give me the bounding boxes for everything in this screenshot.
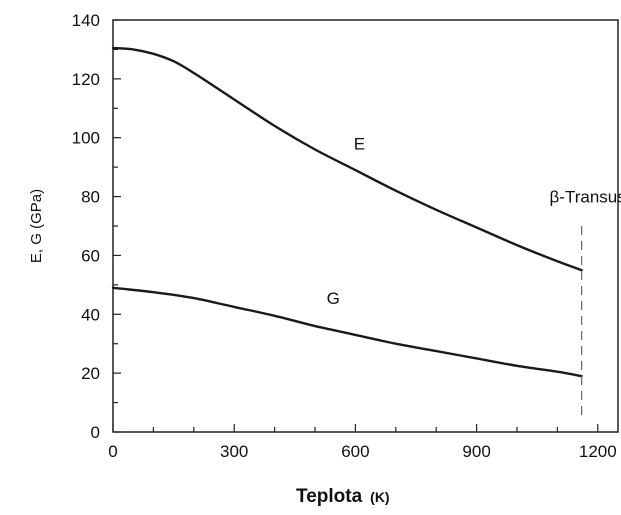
chart-labels: E Gβ-Transus — [327, 134, 621, 308]
x-tick-label: 0 — [108, 442, 117, 461]
beta-transus-label: β-Transus — [550, 187, 621, 206]
y-tick-label: 120 — [72, 70, 100, 89]
x-tick-label: 900 — [462, 442, 490, 461]
y-tick-label: 20 — [81, 364, 100, 383]
y-tick-label: 40 — [81, 305, 100, 324]
x-axis-unit: (K) — [370, 489, 389, 505]
series-lines — [111, 46, 583, 418]
y-tick-label: 100 — [72, 129, 100, 148]
axis-ticks: 0 300 600 900 1200 0 20 40 60 80 100 120 140 — [72, 11, 617, 461]
x-tick-label: 1200 — [579, 442, 617, 461]
x-tick-label: 300 — [220, 442, 248, 461]
y-tick-label: 0 — [91, 423, 100, 442]
x-axis-title: Teplota (K) — [296, 486, 390, 507]
y-tick-label: 60 — [81, 246, 100, 265]
y-tick-label: 140 — [72, 11, 100, 30]
x-axis-title-text: Teplota — [296, 486, 363, 507]
y-axis-title: E, G (GPa) — [28, 189, 45, 263]
x-tick-label: 600 — [341, 442, 369, 461]
series-line-e — [111, 46, 583, 272]
y-tick-label: 80 — [81, 188, 100, 207]
series-label-e: E — [354, 134, 365, 153]
series-line-g — [111, 286, 583, 378]
series-label-g: G — [327, 289, 340, 308]
